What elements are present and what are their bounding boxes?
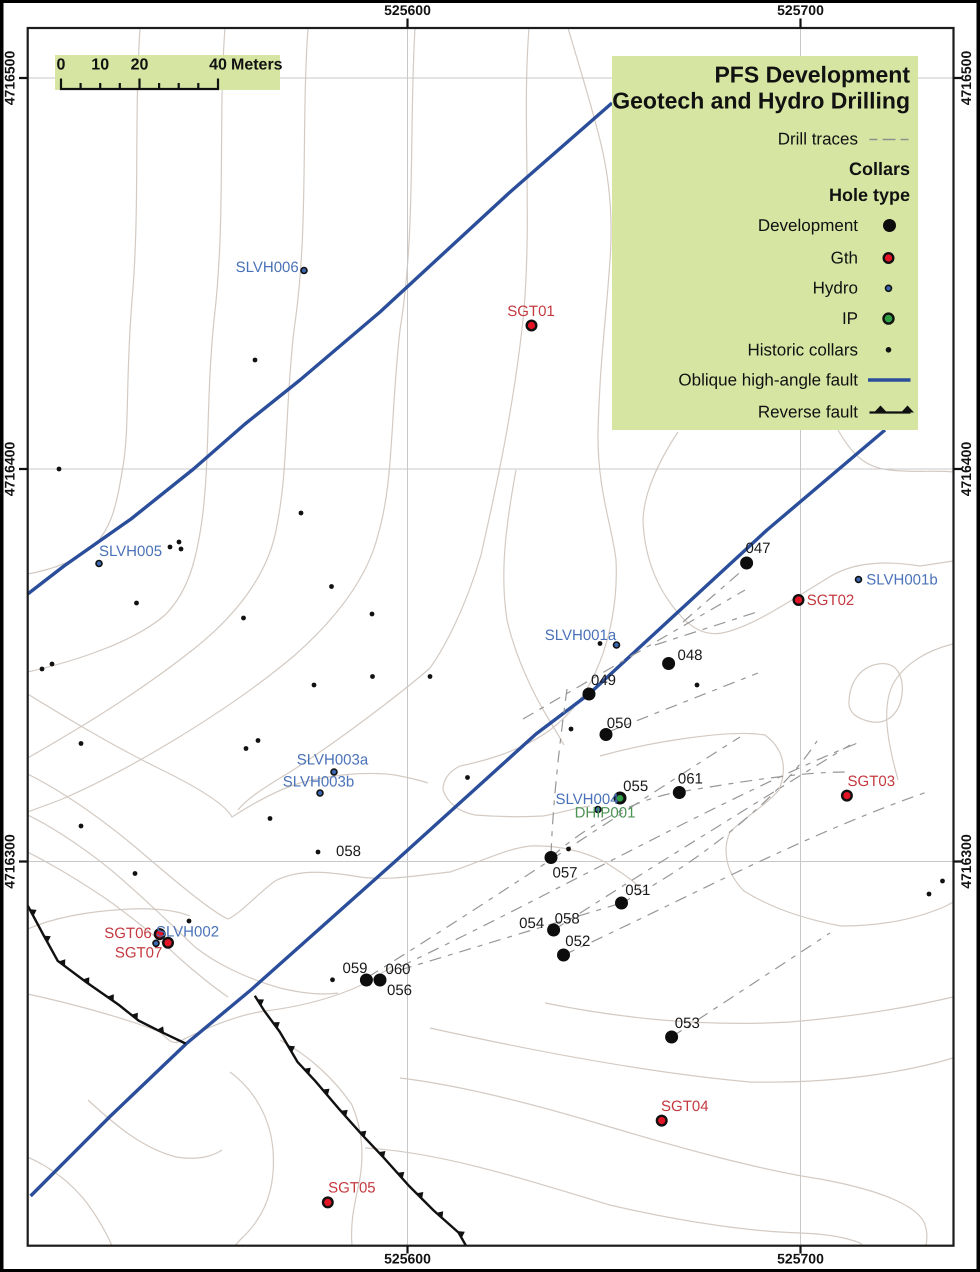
svg-text:SLVH001a: SLVH001a <box>545 627 617 644</box>
svg-text:IP: IP <box>842 309 858 328</box>
svg-text:Geotech and Hydro Drilling: Geotech and Hydro Drilling <box>612 88 910 114</box>
svg-text:0: 0 <box>57 57 66 74</box>
svg-text:SGT04: SGT04 <box>661 1098 709 1115</box>
svg-text:Historic collars: Historic collars <box>747 341 858 360</box>
svg-text:525700: 525700 <box>777 2 824 18</box>
svg-text:SLVH005: SLVH005 <box>99 543 162 560</box>
svg-text:SLVH003a: SLVH003a <box>297 752 369 769</box>
svg-text:Development: Development <box>758 216 858 235</box>
svg-text:058: 058 <box>555 911 580 928</box>
svg-text:Gth: Gth <box>831 249 858 268</box>
svg-text:050: 050 <box>607 715 632 732</box>
svg-text:Reverse fault: Reverse fault <box>758 403 858 422</box>
svg-text:058: 058 <box>336 843 361 860</box>
svg-text:051: 051 <box>625 882 650 899</box>
svg-text:055: 055 <box>623 778 648 795</box>
svg-text:SLVH004: SLVH004 <box>555 791 618 808</box>
svg-text:525600: 525600 <box>384 2 431 18</box>
svg-text:048: 048 <box>677 647 702 664</box>
svg-text:049: 049 <box>591 672 616 689</box>
svg-text:4716300: 4716300 <box>2 834 18 889</box>
svg-text:4716400: 4716400 <box>2 442 18 497</box>
svg-text:Collars: Collars <box>849 159 910 179</box>
svg-text:4716500: 4716500 <box>958 51 974 106</box>
svg-text:SGT07: SGT07 <box>115 945 163 962</box>
svg-text:10: 10 <box>91 57 109 74</box>
svg-text:054: 054 <box>519 915 544 932</box>
svg-text:SGT03: SGT03 <box>848 773 896 790</box>
svg-text:SLVH003b: SLVH003b <box>283 774 354 791</box>
svg-text:SLVH006: SLVH006 <box>236 259 299 276</box>
svg-text:Drill traces: Drill traces <box>778 130 858 149</box>
svg-text:Hydro: Hydro <box>813 279 858 298</box>
svg-text:053: 053 <box>675 1015 700 1032</box>
svg-text:4716400: 4716400 <box>958 442 974 497</box>
svg-text:20: 20 <box>131 57 149 74</box>
svg-text:SGT02: SGT02 <box>807 592 855 609</box>
svg-text:4716500: 4716500 <box>2 51 18 106</box>
svg-text:4716300: 4716300 <box>958 834 974 889</box>
svg-text:525700: 525700 <box>777 1251 824 1267</box>
svg-text:052: 052 <box>565 933 590 950</box>
svg-text:SLVH002: SLVH002 <box>156 924 219 941</box>
svg-text:SGT06: SGT06 <box>104 925 152 942</box>
svg-text:SGT05: SGT05 <box>328 1179 376 1196</box>
svg-text:Hole type: Hole type <box>829 185 910 205</box>
svg-text:060: 060 <box>385 961 410 978</box>
svg-text:059: 059 <box>342 960 367 977</box>
svg-text:525600: 525600 <box>384 1251 431 1267</box>
svg-text:PFS Development: PFS Development <box>714 62 910 88</box>
svg-text:057: 057 <box>552 865 577 882</box>
svg-text:SGT01: SGT01 <box>507 303 555 320</box>
svg-text:061: 061 <box>678 770 703 787</box>
svg-text:Oblique high-angle fault: Oblique high-angle fault <box>678 371 858 390</box>
svg-text:SLVH001b: SLVH001b <box>866 572 937 589</box>
svg-text:40: 40 <box>209 57 227 74</box>
svg-text:Meters: Meters <box>231 57 283 74</box>
svg-text:056: 056 <box>387 982 412 999</box>
svg-text:047: 047 <box>745 540 770 557</box>
svg-text:DHIP001: DHIP001 <box>575 805 636 822</box>
